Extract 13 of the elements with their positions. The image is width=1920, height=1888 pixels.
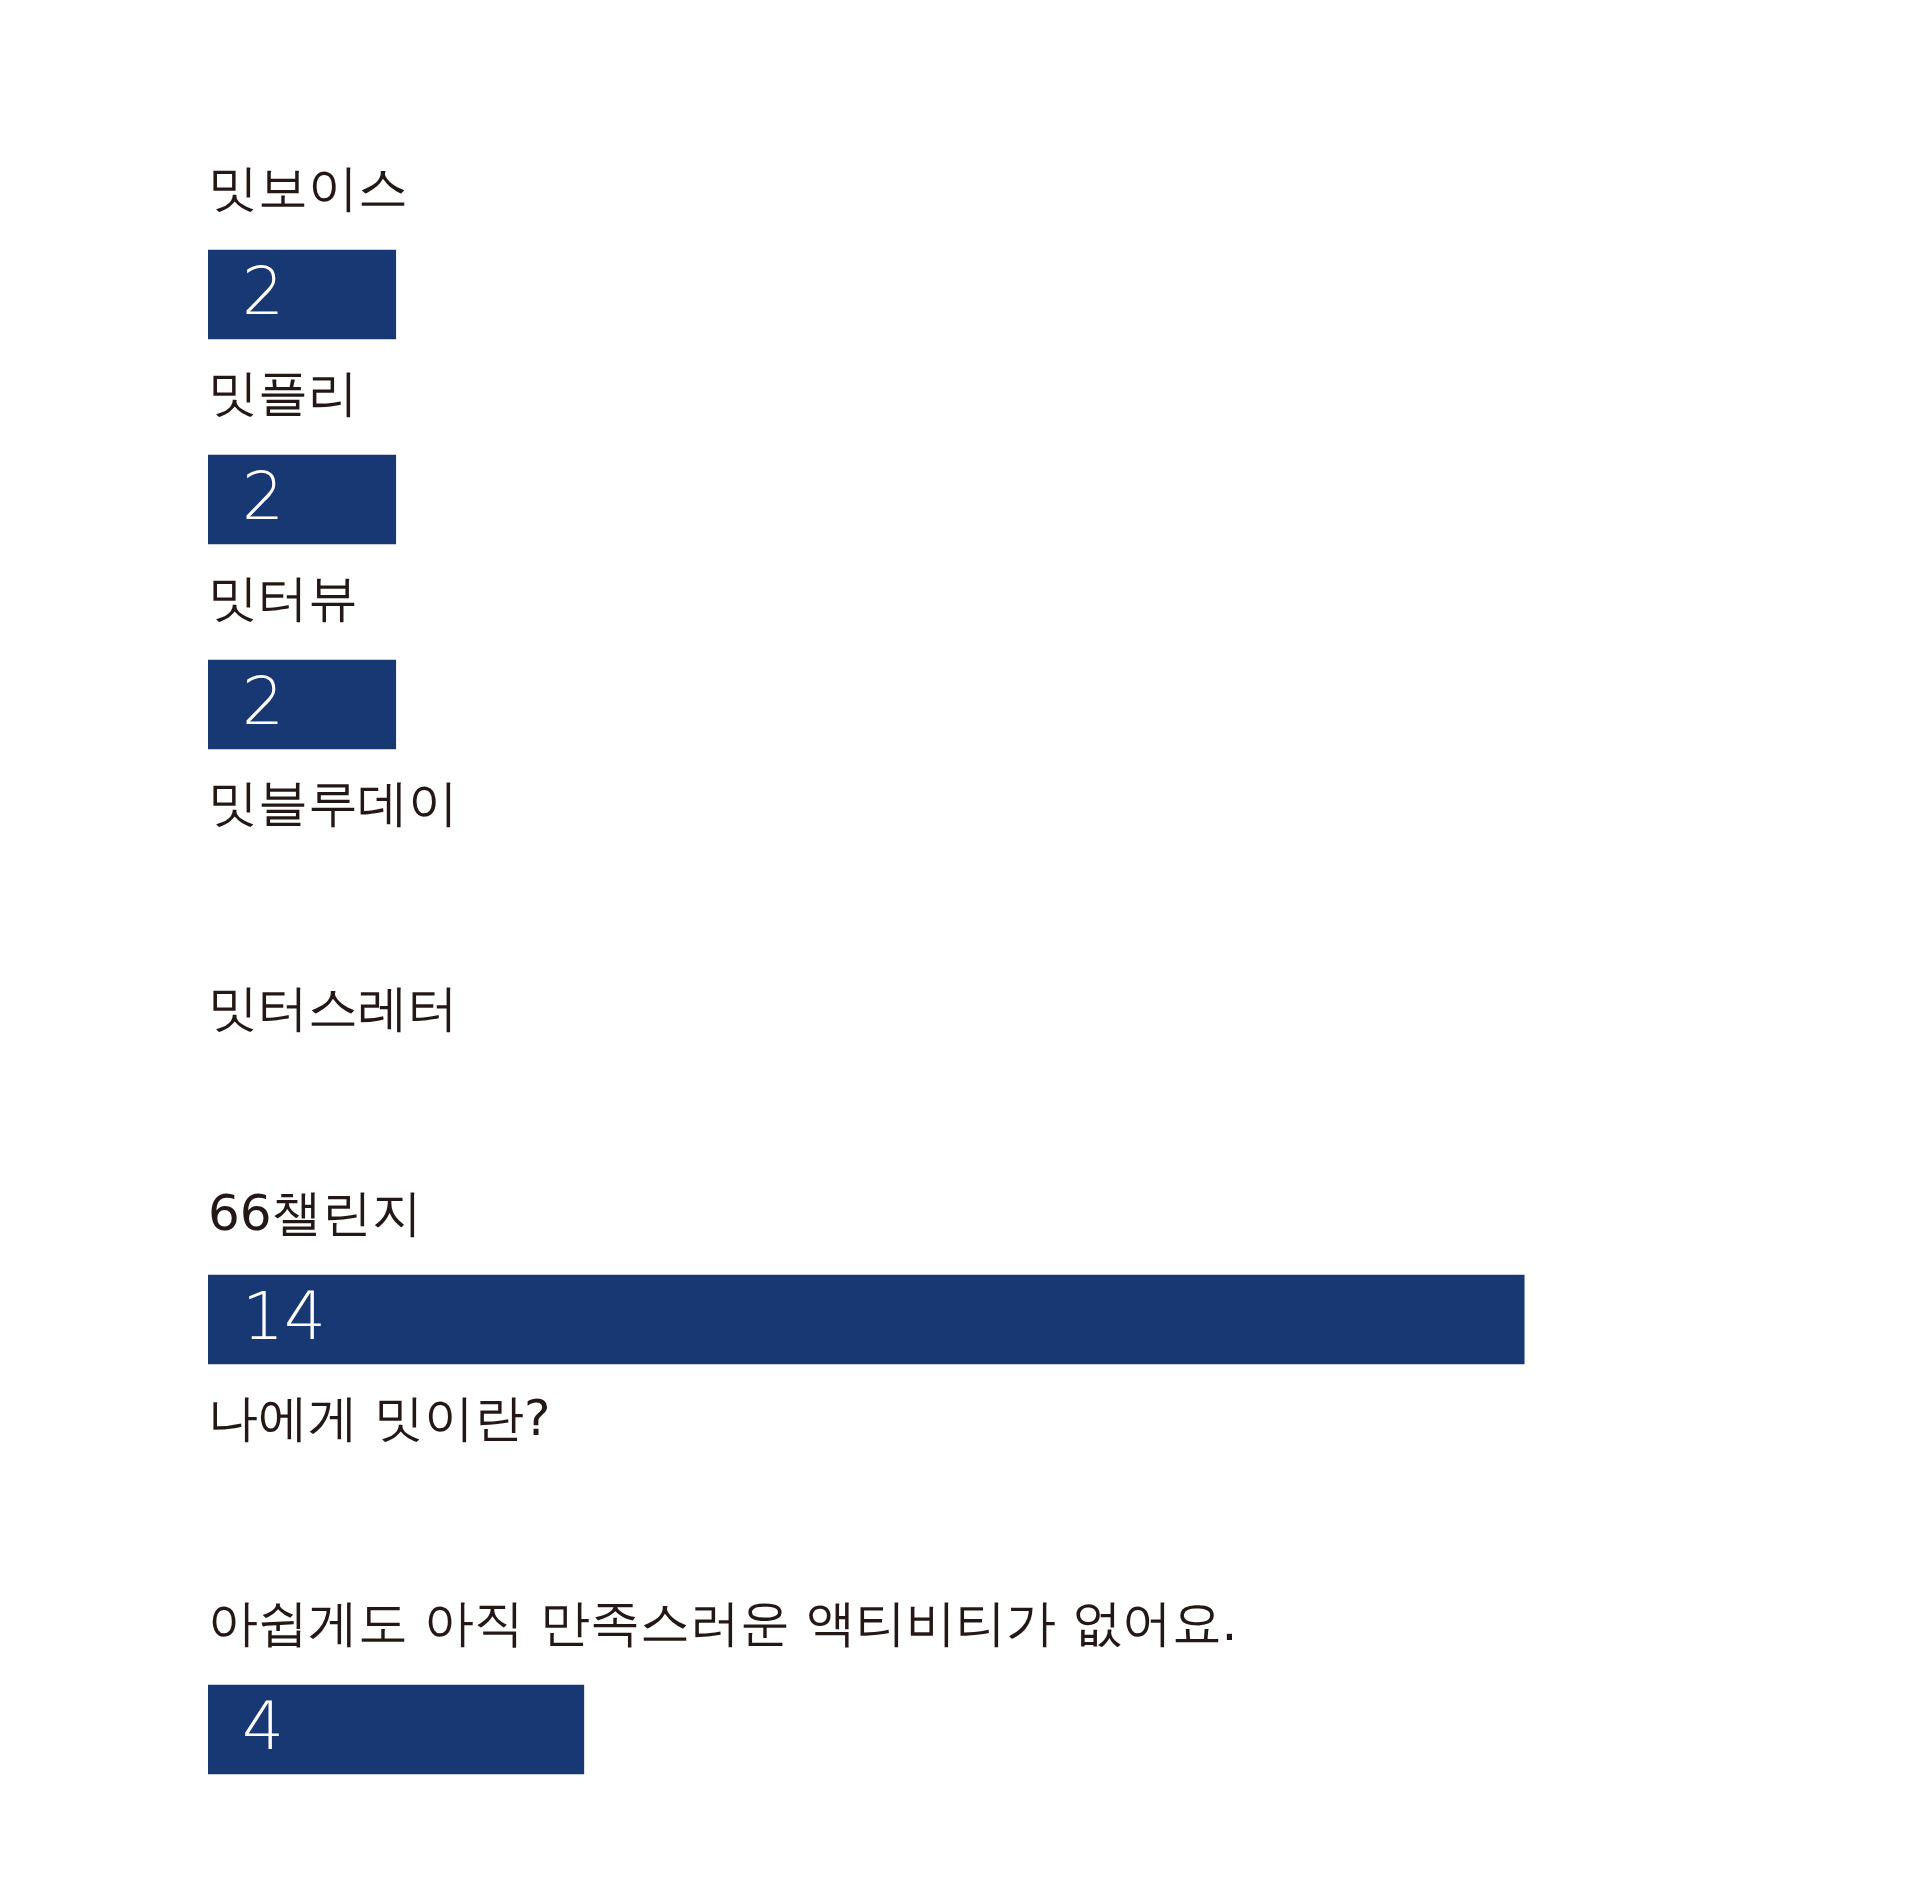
data-label: 2: [242, 252, 284, 330]
y-tick-label: 66챌린지: [208, 1184, 422, 1243]
data-label: 2: [242, 457, 284, 535]
y-tick-label: 밋터스레터: [208, 979, 458, 1038]
data-label: 14: [242, 1277, 326, 1355]
y-tick-label: 밋보이스: [208, 159, 408, 218]
y-tick-label: 나에게 밋이란?: [208, 1389, 551, 1448]
data-label: 4: [242, 1687, 284, 1765]
y-tick-label: 아쉽게도 아직 만족스러운 액티비티가 없어요.: [208, 1594, 1238, 1653]
y-tick-label: 밋플리: [208, 364, 358, 423]
y-tick-label: 밋터뷰: [208, 569, 358, 628]
data-label: 2: [242, 662, 284, 740]
y-tick-label: 밋블루데이: [208, 774, 458, 833]
